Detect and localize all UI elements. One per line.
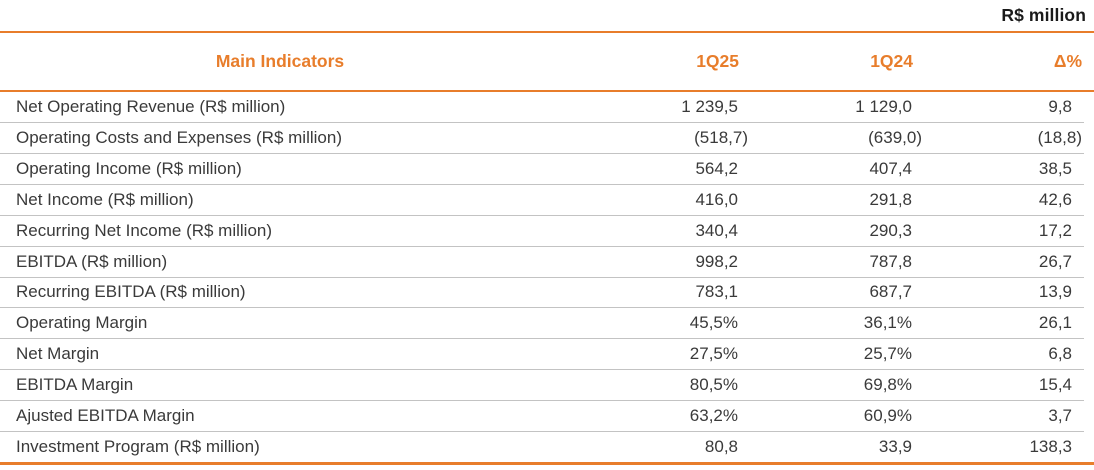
cell-label: EBITDA Margin <box>16 375 134 395</box>
cell-1q24: 687,7 <box>869 282 912 302</box>
cell-delta: 42,6 <box>1038 189 1072 209</box>
cell-label: Net Income (R$ million) <box>16 189 194 209</box>
table-body: Net Operating Revenue (R$ million) 1 239,… <box>0 92 1094 462</box>
cell-delta: 26,7 <box>1038 251 1072 271</box>
top-divider <box>0 31 1094 33</box>
cell-label: Net Operating Revenue (R$ million) <box>16 96 286 116</box>
cell-1q25: (518,7) <box>694 127 748 147</box>
cell-1q25: 80,5% <box>689 375 738 395</box>
cell-1q24: 1 129,0 <box>855 96 912 116</box>
cell-1q25: 998,2 <box>695 251 738 271</box>
table-header-row: Main Indicators 1Q25 1Q24 Δ% <box>0 33 1084 90</box>
cell-label: Recurring Net Income (R$ million) <box>16 220 273 240</box>
table-row: Operating Income (R$ million) 564,2 407,4 3… <box>0 154 1084 185</box>
cell-delta: 138,3 <box>1029 437 1072 457</box>
cell-1q24: 291,8 <box>869 189 912 209</box>
cell-1q25: 63,2% <box>689 406 738 426</box>
cell-label: EBITDA (R$ million) <box>16 251 168 271</box>
cell-delta: (18,8) <box>1037 127 1082 147</box>
cell-label: Net Margin <box>16 344 100 364</box>
column-header-main-indicators: Main Indicators <box>215 51 345 71</box>
column-header-1q24: 1Q24 <box>870 51 913 71</box>
cell-label: Ajusted EBITDA Margin <box>16 406 195 426</box>
table-row: Net Margin 27,5% 25,7% 6,8 <box>0 339 1084 371</box>
table-row: Net Income (R$ million) 416,0 291,8 42,6 <box>0 185 1084 216</box>
cell-1q24: 290,3 <box>869 220 912 240</box>
unit-row: R$ million <box>0 0 1094 31</box>
cell-1q25: 564,2 <box>695 158 738 178</box>
cell-1q25: 1 239,5 <box>681 96 738 116</box>
cell-label: Operating Income (R$ million) <box>16 158 242 178</box>
cell-delta: 3,7 <box>1048 406 1072 426</box>
cell-label: Recurring EBITDA (R$ million) <box>16 282 246 302</box>
cell-1q25: 80,8 <box>704 437 738 457</box>
cell-1q25: 45,5% <box>689 313 738 333</box>
cell-1q24: 407,4 <box>869 158 912 178</box>
table-row: Recurring EBITDA (R$ million) 783,1 687,7 1… <box>0 278 1084 309</box>
cell-1q24: 33,9 <box>878 437 912 457</box>
cell-1q25: 27,5% <box>689 344 738 364</box>
cell-delta: 38,5 <box>1038 158 1072 178</box>
column-header-1q25: 1Q25 <box>696 51 739 71</box>
cell-delta: 26,1 <box>1038 313 1072 333</box>
table-row: Net Operating Revenue (R$ million) 1 239,… <box>0 92 1084 123</box>
cell-1q24: 69,8% <box>863 375 912 395</box>
cell-1q25: 340,4 <box>695 220 738 240</box>
cell-1q24: 60,9% <box>863 406 912 426</box>
cell-1q24: 787,8 <box>869 251 912 271</box>
bottom-divider <box>0 462 1094 465</box>
table-row: EBITDA Margin 80,5% 69,8% 15,4 <box>0 370 1084 402</box>
table-row: Operating Costs and Expenses (R$ million… <box>0 123 1084 154</box>
cell-1q24: (639,0) <box>868 127 922 147</box>
unit-label: R$ million <box>1001 5 1086 25</box>
table-row: Recurring Net Income (R$ million) 340,4 29… <box>0 216 1084 247</box>
cell-1q25: 416,0 <box>695 189 738 209</box>
cell-label: Investment Program (R$ million) <box>16 437 260 457</box>
table-row: Ajusted EBITDA Margin 63,2% 60,9% 3,7 <box>0 401 1084 433</box>
cell-delta: 15,4 <box>1038 375 1072 395</box>
cell-1q24: 25,7% <box>863 344 912 364</box>
cell-1q25: 783,1 <box>695 282 738 302</box>
table-row: EBITDA (R$ million) 998,2 787,8 26,7 <box>0 247 1084 278</box>
header-divider <box>0 90 1094 92</box>
cell-label: Operating Margin <box>16 313 148 333</box>
cell-delta: 9,8 <box>1048 96 1072 116</box>
table-row: Operating Margin 45,5% 36,1% 26,1 <box>0 308 1084 340</box>
column-header-delta-percent: Δ% <box>1053 51 1082 71</box>
cell-delta: 13,9 <box>1038 282 1072 302</box>
cell-label: Operating Costs and Expenses (R$ million… <box>16 127 342 147</box>
table-row: Investment Program (R$ million) 80,8 33,9 1… <box>0 432 1084 462</box>
cell-delta: 17,2 <box>1038 220 1072 240</box>
cell-delta: 6,8 <box>1048 344 1072 364</box>
cell-1q24: 36,1% <box>863 313 912 333</box>
